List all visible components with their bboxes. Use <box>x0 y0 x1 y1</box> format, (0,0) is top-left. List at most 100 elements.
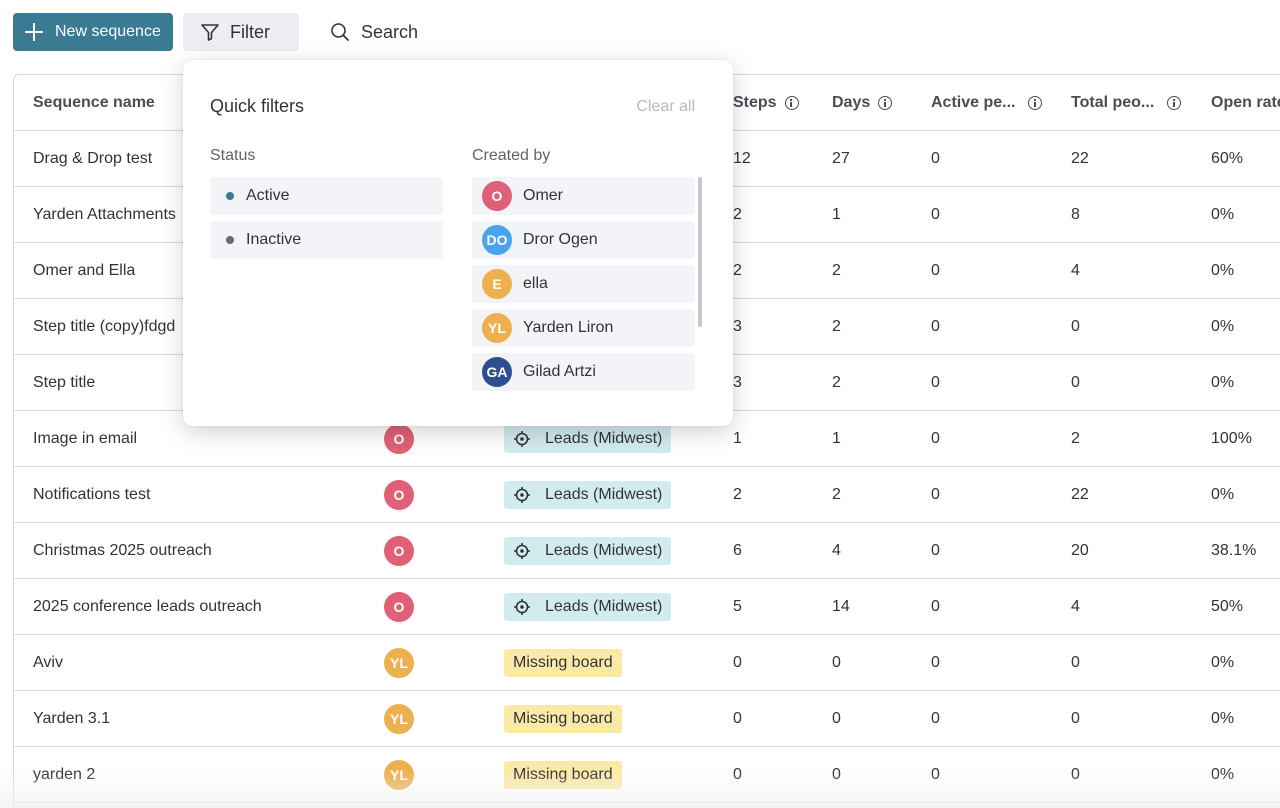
creator-cell: YL <box>384 635 414 691</box>
open-value: 100% <box>1211 430 1252 447</box>
column-header-open-rate[interactable]: Open rate <box>1211 94 1280 111</box>
status-option-label: Active <box>246 187 290 204</box>
total-value: 2 <box>1071 430 1080 447</box>
info-icon[interactable] <box>784 96 799 110</box>
board-badge[interactable]: Leads (Midwest) <box>504 425 672 453</box>
days-value: 2 <box>832 374 841 391</box>
sequence-name[interactable]: yarden 2 <box>33 766 96 783</box>
avatar: YL <box>384 760 414 790</box>
days-value: 27 <box>832 150 850 167</box>
info-icon[interactable] <box>1028 96 1043 110</box>
sequence-name[interactable]: Aviv <box>33 654 63 671</box>
total-value: 0 <box>1071 766 1080 783</box>
active-value: 0 <box>931 598 940 615</box>
scrollbar[interactable] <box>698 177 702 327</box>
total-value: 0 <box>1071 710 1080 727</box>
table-row[interactable]: Image in email O Leads (Midwest) 1 1 0 2 100% <box>14 411 1280 467</box>
toolbar: New sequence Filter Search <box>0 0 1280 64</box>
sequence-name[interactable]: Omer and Ella <box>33 262 136 279</box>
board-label: Leads (Midwest) <box>545 542 663 559</box>
creator-option[interactable]: YL Yarden Liron <box>472 309 695 347</box>
creator-option-label: Gilad Artzi <box>523 363 596 380</box>
status-label: Status <box>210 147 256 164</box>
created-by-label: Created by <box>472 147 551 164</box>
filter-button[interactable]: Filter <box>183 13 299 51</box>
target-icon <box>513 430 538 448</box>
table-row[interactable]: Christmas 2025 outreach O Leads (Midwest) 6… <box>14 523 1280 579</box>
sequence-name[interactable]: Christmas 2025 outreach <box>33 542 212 559</box>
days-value: 4 <box>832 542 841 559</box>
search-button[interactable]: Search <box>320 13 440 51</box>
info-icon[interactable] <box>1167 96 1182 110</box>
creator-option-label: Yarden Liron <box>523 319 614 336</box>
board-label: Missing board <box>513 710 613 727</box>
new-sequence-button[interactable]: New sequence <box>13 13 173 51</box>
column-header-name[interactable]: Sequence name <box>33 94 155 111</box>
table-row[interactable]: Yarden 3.1 YL Missing board 0 0 0 0 0% <box>14 691 1280 747</box>
days-value: 1 <box>832 206 841 223</box>
open-value: 50% <box>1211 598 1244 615</box>
status-option-inactive[interactable]: Inactive <box>210 221 443 259</box>
days-value: 2 <box>832 318 841 335</box>
missing-board-badge[interactable]: Missing board <box>504 649 622 677</box>
missing-board-badge[interactable]: Missing board <box>504 705 622 733</box>
board-cell: Leads (Midwest) <box>504 411 672 467</box>
target-icon <box>513 542 538 560</box>
sequence-name[interactable]: Step title <box>33 374 96 391</box>
column-header-days[interactable]: Days <box>832 75 893 131</box>
board-label: Missing board <box>513 766 613 783</box>
total-value: 0 <box>1071 318 1080 335</box>
board-badge[interactable]: Leads (Midwest) <box>504 593 672 621</box>
creator-cell: O <box>384 467 414 523</box>
days-value: 14 <box>832 598 850 615</box>
status-dot <box>226 236 234 244</box>
board-badge[interactable]: Leads (Midwest) <box>504 537 672 565</box>
table-row[interactable]: 2025 conference leads outreach O Leads (Mi… <box>14 579 1280 635</box>
missing-board-badge[interactable]: Missing board <box>504 761 622 789</box>
sequence-name[interactable]: Yarden Attachments <box>33 206 176 223</box>
steps-value: 3 <box>733 374 742 391</box>
sequence-name[interactable]: Notifications test <box>33 486 151 503</box>
total-value: 20 <box>1071 542 1089 559</box>
steps-value: 0 <box>733 766 742 783</box>
creator-option-label: Omer <box>523 187 563 204</box>
creator-option-label: ella <box>523 275 548 292</box>
creator-option[interactable]: GA Gilad Artzi <box>472 353 695 391</box>
sequence-name[interactable]: Drag & Drop test <box>33 150 153 167</box>
table-row[interactable]: yarden 2 YL Missing board 0 0 0 0 0% <box>14 747 1280 803</box>
creator-option[interactable]: DO Dror Ogen <box>472 221 695 259</box>
sequence-name[interactable]: 2025 conference leads outreach <box>33 598 262 615</box>
table-row[interactable]: Notifications test O Leads (Midwest) 2 2 0 22 0… <box>14 467 1280 523</box>
avatar: O <box>384 480 414 510</box>
active-value: 0 <box>931 654 940 671</box>
open-value: 0% <box>1211 206 1235 223</box>
days-value: 2 <box>832 262 841 279</box>
board-cell: Missing board <box>504 635 622 691</box>
sequence-name[interactable]: Yarden 3.1 <box>33 710 111 727</box>
column-header-active-people[interactable]: Active pe... <box>931 75 1043 131</box>
creator-option[interactable]: O Omer <box>472 177 695 215</box>
clear-all-button[interactable]: Clear all <box>636 98 695 115</box>
status-option-active[interactable]: Active <box>210 177 443 215</box>
open-value: 0% <box>1211 486 1235 503</box>
table-row[interactable]: Aviv YL Missing board 0 0 0 0 0% <box>14 635 1280 691</box>
sequence-name[interactable]: Image in email <box>33 430 138 447</box>
board-label: Leads (Midwest) <box>545 486 663 503</box>
days-value: 0 <box>832 654 841 671</box>
days-value: 1 <box>832 430 841 447</box>
steps-value: 2 <box>733 206 742 223</box>
creator-cell: YL <box>384 747 414 803</box>
steps-value: 0 <box>733 654 742 671</box>
active-value: 0 <box>931 262 940 279</box>
column-header-steps[interactable]: Steps <box>733 75 799 131</box>
open-value: 0% <box>1211 766 1235 783</box>
active-value: 0 <box>931 374 940 391</box>
column-header-total-people[interactable]: Total peo... <box>1071 75 1182 131</box>
active-value: 0 <box>931 206 940 223</box>
days-value: 0 <box>832 710 841 727</box>
active-value: 0 <box>931 710 940 727</box>
board-badge[interactable]: Leads (Midwest) <box>504 481 672 509</box>
info-icon[interactable] <box>878 96 893 110</box>
sequence-name[interactable]: Step title (copy)fdgd <box>33 318 176 335</box>
